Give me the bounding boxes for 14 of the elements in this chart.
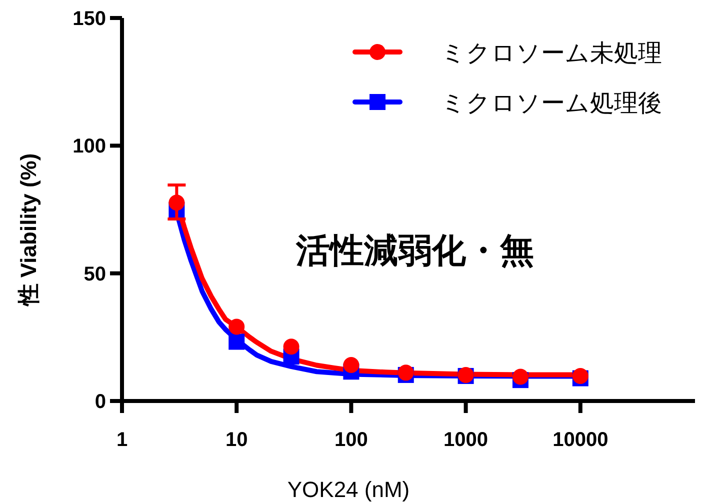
y-axis-title: 性 Viability (%) — [16, 153, 41, 308]
x-tick-label: 1000 — [444, 429, 488, 451]
x-tick-label: 10 — [225, 429, 248, 451]
y-tick-label: 0 — [94, 391, 106, 413]
annotation: 活性減弱化・無 — [295, 232, 534, 270]
legend-label: ミクロソーム処理後 — [441, 90, 662, 117]
y-tick-label: 100 — [72, 136, 106, 158]
x-tick-label: 10000 — [552, 429, 608, 451]
y-tick-label: 50 — [84, 263, 106, 286]
x-tick-label: 1 — [116, 429, 128, 451]
x-tick-label: 100 — [334, 429, 368, 451]
legend-label: ミクロソーム未処理 — [441, 40, 662, 67]
y-tick-label: 150 — [72, 8, 106, 30]
x-axis-title: YOK24 (nM) — [287, 477, 410, 502]
